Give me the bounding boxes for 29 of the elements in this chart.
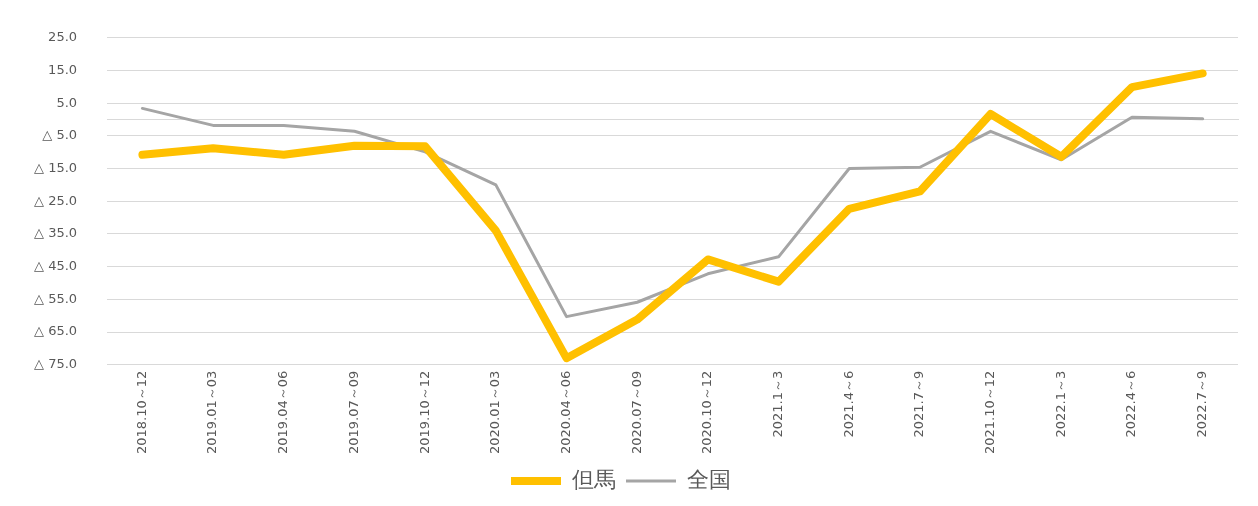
x-tick-label: 2021.7～9 bbox=[911, 370, 927, 438]
x-tick-label: 2022.7～9 bbox=[1194, 370, 1210, 438]
legend-label: 但馬 bbox=[572, 466, 616, 492]
y-tick-label: △ 25.0 bbox=[34, 192, 78, 208]
legend-label: 全国 bbox=[687, 466, 731, 492]
x-tick-label: 2019.01～03 bbox=[204, 370, 220, 455]
x-tick-label: 2020.01～03 bbox=[487, 370, 503, 455]
x-tick-label: 2022.4～6 bbox=[1123, 370, 1139, 438]
y-tick-label: △ 5.0 bbox=[42, 127, 78, 143]
y-tick-label: 25.0 bbox=[48, 29, 78, 45]
y-tick-label: 5.0 bbox=[56, 94, 78, 110]
x-tick-label: 2018.10～12 bbox=[133, 370, 149, 455]
y-tick-label: △ 65.0 bbox=[34, 323, 78, 339]
x-tick-label: 2020.04～06 bbox=[557, 370, 573, 455]
x-tick-label: 2020.10～12 bbox=[699, 370, 715, 455]
x-tick-label: 2019.10～12 bbox=[416, 370, 432, 455]
y-tick-label: △ 55.0 bbox=[34, 290, 78, 306]
x-tick-label: 2019.07～09 bbox=[345, 370, 361, 455]
y-tick-label: △ 35.0 bbox=[34, 225, 78, 241]
y-tick-label: 15.0 bbox=[48, 61, 78, 77]
x-tick-label: 2021.1～3 bbox=[769, 370, 785, 438]
x-tick-label: 2019.04～06 bbox=[275, 370, 291, 455]
x-tick-label: 2022.1～3 bbox=[1052, 370, 1068, 438]
y-tick-label: △ 45.0 bbox=[34, 258, 78, 273]
x-tick-label: 2021.10～12 bbox=[981, 370, 997, 455]
y-tick-label: △ 75.0 bbox=[34, 356, 78, 372]
y-tick-label: △ 15.0 bbox=[34, 159, 78, 175]
x-tick-label: 2020.07～09 bbox=[628, 370, 644, 455]
x-tick-label: 2021.4～6 bbox=[840, 370, 856, 438]
